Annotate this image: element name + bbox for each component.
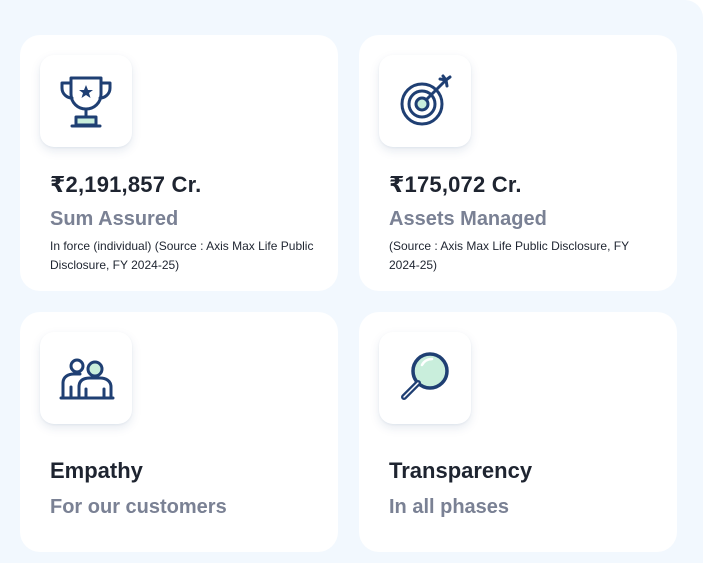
magnifier-icon-box — [379, 332, 471, 424]
target-icon-box — [379, 55, 471, 147]
stat-description: In force (individual) (Source : Axis Max… — [50, 239, 314, 272]
value-subtitle: For our customers — [50, 496, 227, 518]
stat-label: Sum Assured — [50, 208, 179, 230]
stat-value: ₹2,191,857 Cr. — [50, 172, 202, 197]
stat-description: (Source : Axis Max Life Public Disclosur… — [389, 239, 629, 272]
people-icon-box — [40, 332, 132, 424]
people-icon — [59, 358, 115, 400]
magnifier-icon — [401, 352, 449, 400]
stat-label: Assets Managed — [389, 208, 547, 230]
trophy-icon — [60, 76, 112, 128]
empathy-card: Empathy For our customers — [20, 312, 338, 552]
value-title: Empathy — [50, 458, 143, 483]
target-icon — [400, 74, 452, 126]
stat-value: ₹175,072 Cr. — [389, 172, 522, 197]
sum-assured-card: ₹2,191,857 Cr. Sum Assured In force (ind… — [20, 35, 338, 291]
transparency-card: Transparency In all phases — [359, 312, 677, 552]
value-title: Transparency — [389, 458, 533, 483]
value-subtitle: In all phases — [389, 496, 510, 518]
stats-grid: ₹2,191,857 Cr. Sum Assured In force (ind… — [20, 35, 677, 552]
assets-managed-card: ₹175,072 Cr. Assets Managed (Source : Ax… — [359, 35, 677, 291]
trophy-icon-box — [40, 55, 132, 147]
